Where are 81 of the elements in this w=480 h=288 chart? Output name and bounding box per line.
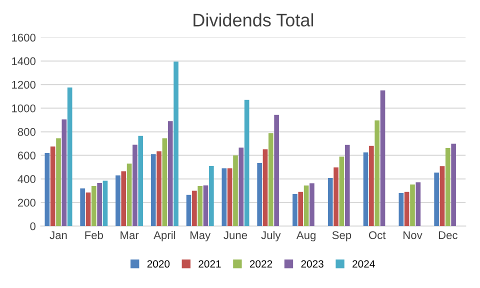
bar <box>91 186 96 226</box>
bar <box>410 184 415 226</box>
bar <box>198 186 203 226</box>
y-tick-label: 400 <box>18 175 36 184</box>
bar <box>238 148 244 226</box>
bar <box>434 172 439 226</box>
bar <box>339 156 344 226</box>
legend-label: 2024 <box>352 260 375 268</box>
bar <box>192 190 197 226</box>
bar <box>80 188 85 226</box>
bar <box>274 114 279 226</box>
x-tick-label: June <box>224 231 248 240</box>
bar <box>380 90 386 226</box>
bar <box>203 185 208 226</box>
bar <box>328 178 333 226</box>
y-tick-label: 800 <box>18 128 36 136</box>
bar <box>62 119 67 226</box>
bar <box>67 88 72 226</box>
bar <box>416 182 421 226</box>
bar <box>138 136 144 226</box>
bar <box>304 186 309 226</box>
bar <box>363 152 368 226</box>
bar <box>233 155 238 226</box>
bar <box>56 138 61 226</box>
x-tick-label: Mar <box>120 231 139 240</box>
bar <box>97 183 102 226</box>
bar <box>168 121 173 226</box>
x-tick-label: Feb <box>85 230 104 240</box>
bar <box>162 138 168 226</box>
bar <box>298 192 304 226</box>
bar <box>445 148 450 226</box>
legend-label: 2021 <box>198 260 221 268</box>
bar <box>344 144 350 226</box>
bar <box>121 171 126 226</box>
x-tick-label: May <box>190 231 211 242</box>
bar <box>268 133 274 226</box>
bar <box>227 168 232 226</box>
bar <box>222 168 227 226</box>
x-tick-label: Jan <box>50 231 67 240</box>
bar <box>50 146 56 226</box>
bar <box>404 192 410 226</box>
bar <box>86 192 91 226</box>
bar <box>132 144 138 226</box>
bar <box>292 194 298 226</box>
y-tick-label: 0 <box>30 222 36 230</box>
bar <box>398 192 404 226</box>
y-tick-label: 600 <box>18 152 36 160</box>
x-tick-label: Nov <box>404 231 422 240</box>
y-tick-label: 1600 <box>12 34 36 42</box>
bar <box>440 166 445 226</box>
bar <box>334 167 338 226</box>
bar <box>369 146 374 226</box>
bar <box>374 120 380 226</box>
x-tick-label: Aug <box>296 231 316 242</box>
bar <box>262 149 268 226</box>
bar <box>44 152 50 226</box>
bar <box>156 151 162 226</box>
bar <box>150 154 156 226</box>
y-tick-label: 1400 <box>12 57 36 66</box>
bar <box>126 164 132 226</box>
bar <box>102 180 108 226</box>
x-tick-label: Dec <box>438 231 458 240</box>
x-tick-label: July <box>261 230 281 242</box>
legend-label: 2023 <box>301 260 324 268</box>
y-tick-label: 1000 <box>12 104 36 112</box>
y-tick-label: 200 <box>18 198 36 207</box>
x-tick-label: April <box>154 230 176 242</box>
bar <box>116 175 120 226</box>
y-tick-label: 1200 <box>12 80 36 89</box>
x-tick-label: Oct <box>368 231 386 240</box>
bar <box>310 183 314 226</box>
chart-title: Dividends Total <box>194 13 314 27</box>
bar <box>174 62 178 226</box>
bar <box>257 163 262 226</box>
x-tick-label: Sep <box>332 231 352 242</box>
bar <box>244 100 250 226</box>
legend-label: 2020 <box>147 260 170 268</box>
bar <box>209 166 214 226</box>
bar <box>186 194 192 226</box>
legend-label: 2022 <box>250 260 272 268</box>
bar <box>451 144 456 226</box>
